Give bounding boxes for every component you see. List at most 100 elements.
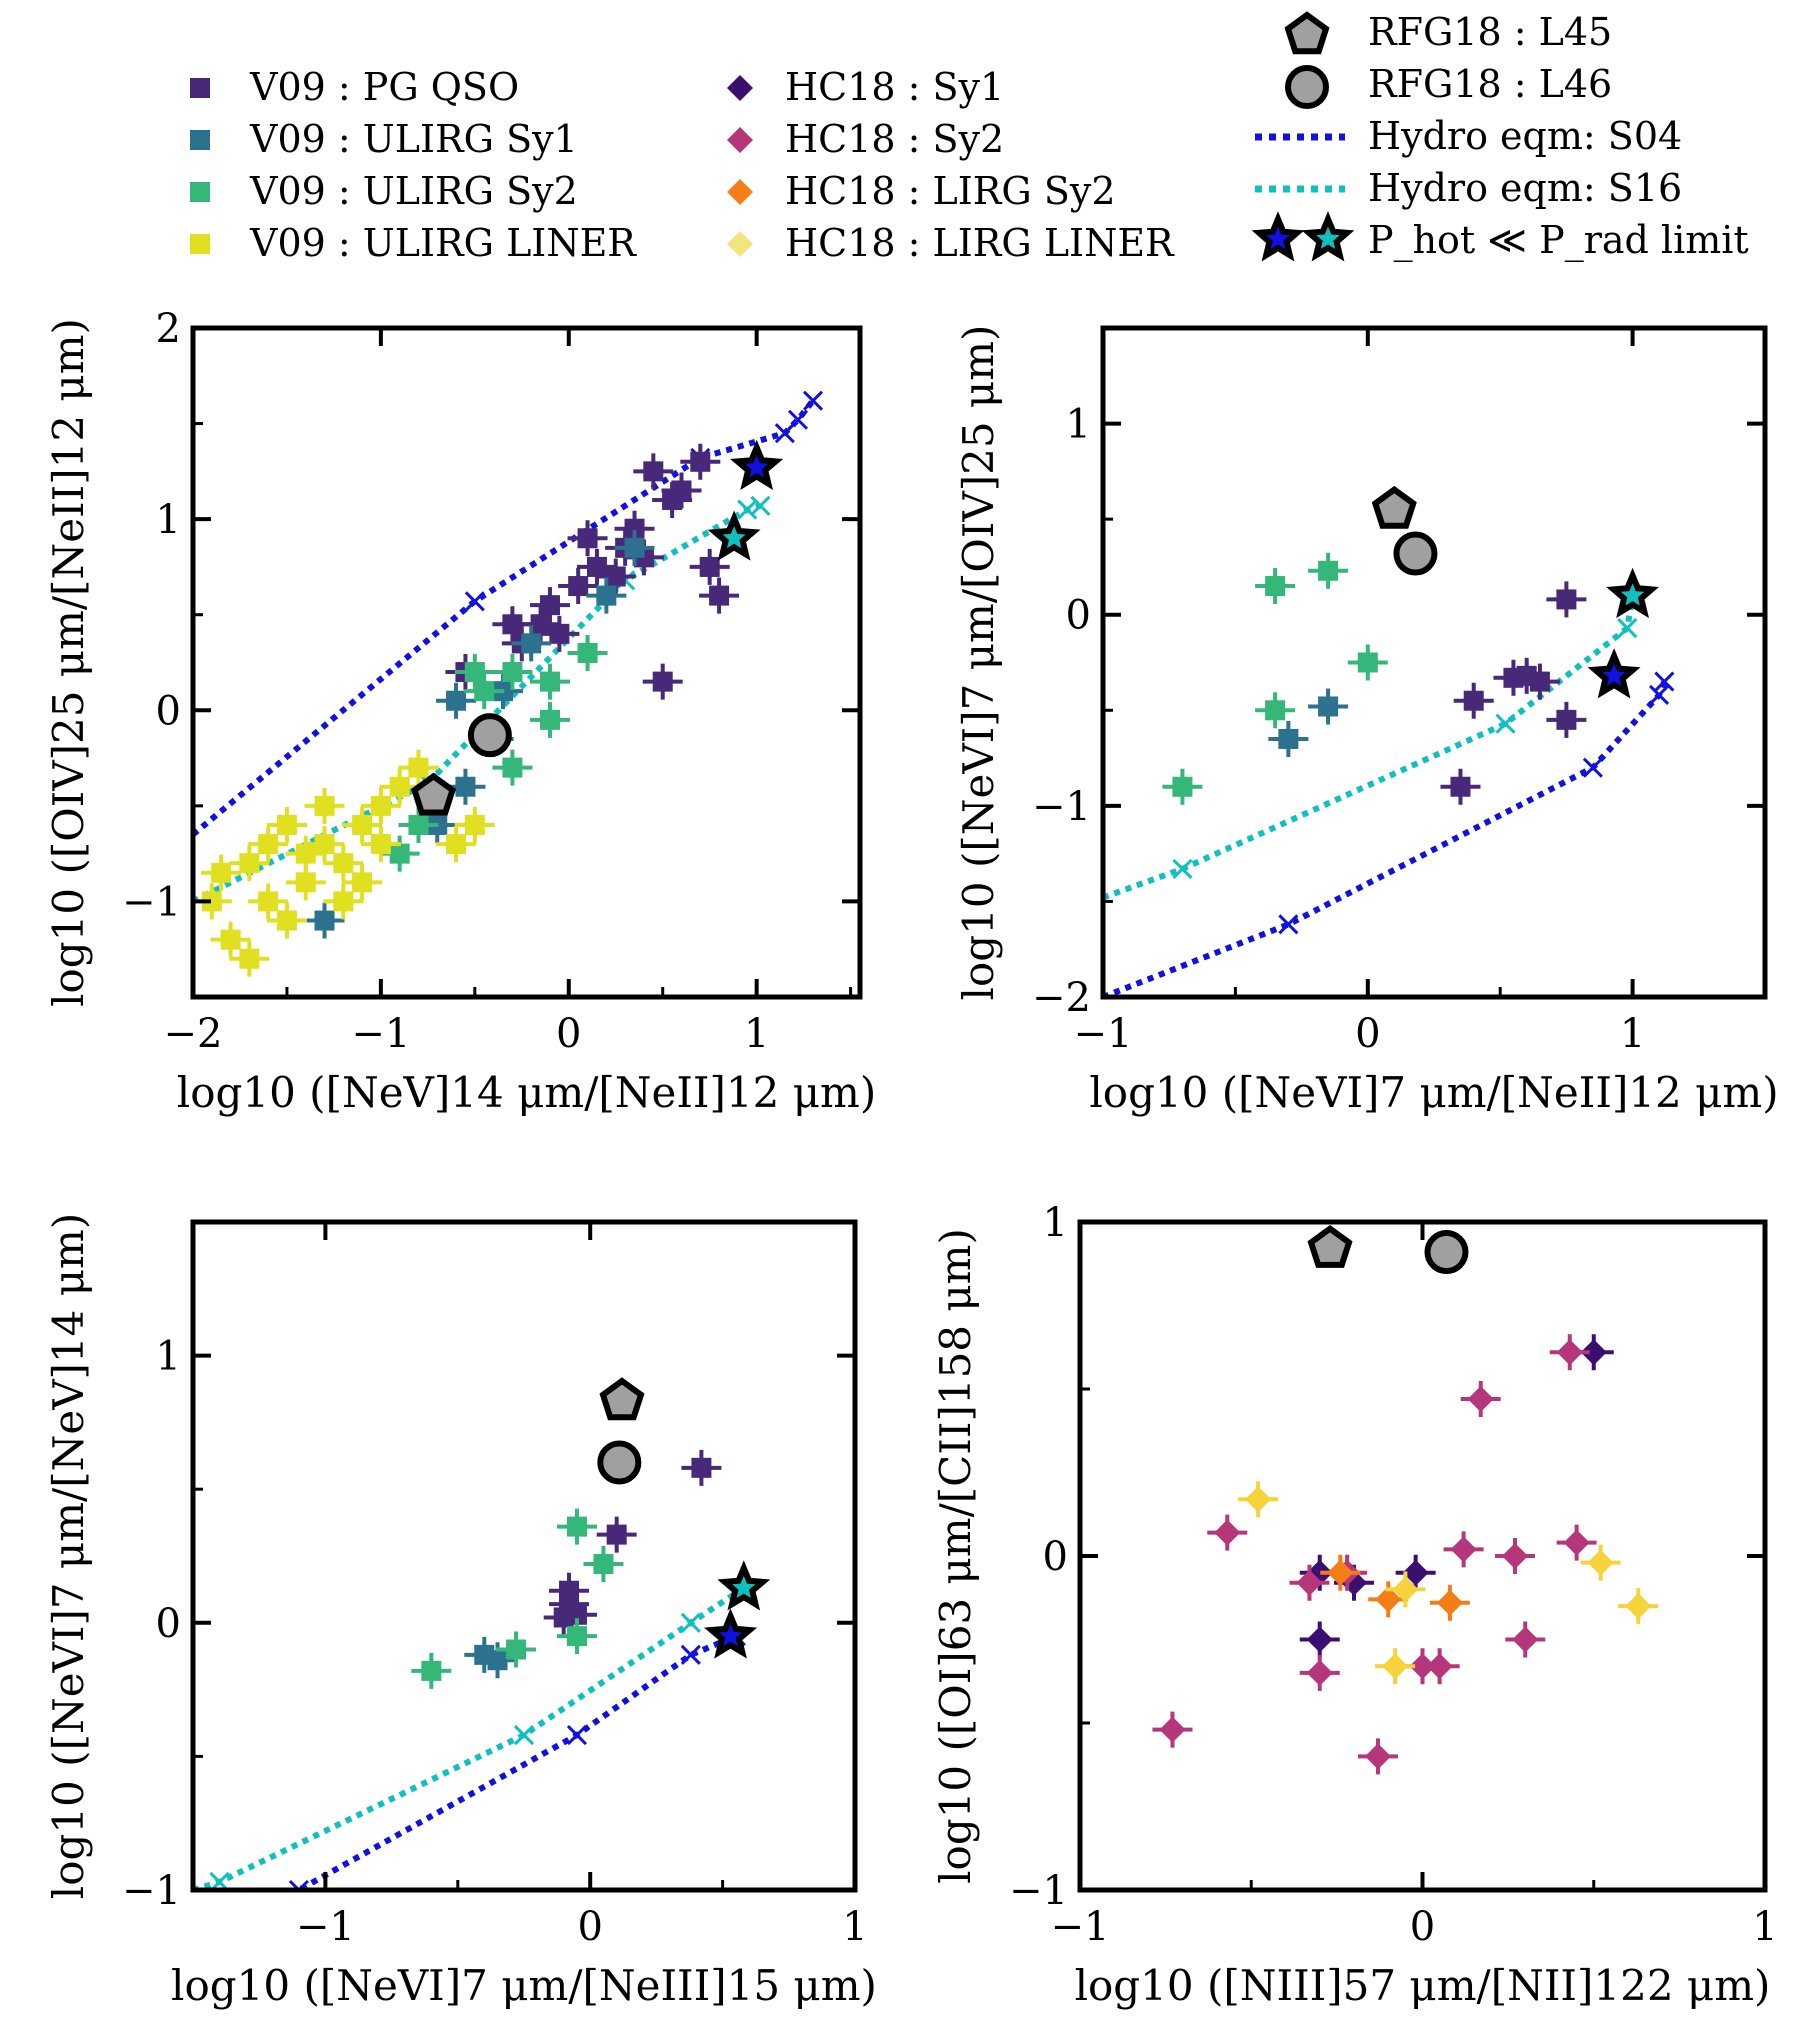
data-point bbox=[566, 1626, 587, 1647]
data-point bbox=[568, 576, 589, 597]
data-point bbox=[1563, 1529, 1590, 1556]
legend-entry: HC18 : Sy1 bbox=[785, 65, 1004, 109]
hydro-model-point bbox=[737, 499, 758, 520]
limit-star-s04 bbox=[730, 439, 784, 491]
y-tick-label: 1 bbox=[1066, 402, 1091, 448]
data-point bbox=[1516, 665, 1537, 686]
data-point bbox=[389, 843, 410, 864]
data-point bbox=[1450, 776, 1471, 797]
legend-entry: V09 : ULIRG LINER bbox=[249, 221, 637, 265]
legend-entry: RFG18 : L45 bbox=[1368, 10, 1612, 54]
legend-marker bbox=[190, 182, 210, 202]
legend-entry: HC18 : LIRG LINER bbox=[785, 221, 1175, 265]
data-point bbox=[1450, 1536, 1477, 1563]
hydro-model-point bbox=[680, 1612, 701, 1633]
data-point bbox=[295, 872, 316, 893]
legend-marker bbox=[727, 127, 753, 153]
hydro-model-point bbox=[1172, 858, 1193, 879]
data-point bbox=[295, 843, 316, 864]
data-point bbox=[370, 795, 391, 816]
rfg18-l46-point bbox=[597, 1440, 642, 1485]
y-tick-label: −1 bbox=[122, 1868, 181, 1914]
data-point bbox=[593, 1554, 614, 1575]
hydro-model-point bbox=[464, 591, 485, 612]
data-point bbox=[1172, 776, 1193, 797]
legend-entry: RFG18 : L46 bbox=[1368, 62, 1612, 106]
data-point bbox=[455, 776, 476, 797]
legend-marker bbox=[727, 75, 753, 101]
hydro-model-point bbox=[1495, 713, 1516, 734]
data-point bbox=[502, 614, 523, 635]
data-point bbox=[671, 480, 692, 501]
x-tick-label: −1 bbox=[1074, 1011, 1133, 1057]
data-point bbox=[446, 834, 467, 855]
data-point bbox=[487, 1650, 508, 1671]
data-point bbox=[258, 891, 279, 912]
data-point bbox=[652, 671, 673, 692]
data-point bbox=[239, 948, 260, 969]
data-point bbox=[596, 585, 617, 606]
data-point bbox=[577, 528, 598, 549]
rfg18-l46-point bbox=[1424, 1230, 1469, 1275]
data-point bbox=[1463, 690, 1484, 711]
x-axis-label: log10 ([NIII]57 μm/[NII]122 μm) bbox=[1075, 1961, 1771, 2010]
data-point bbox=[502, 662, 523, 683]
limit-star-s04 bbox=[704, 1608, 758, 1659]
data-point bbox=[370, 834, 391, 855]
data-point bbox=[389, 776, 410, 797]
data-point bbox=[624, 537, 645, 558]
x-tick-label: 1 bbox=[744, 1011, 769, 1057]
data-point bbox=[474, 681, 495, 702]
data-point bbox=[333, 891, 354, 912]
data-point bbox=[1278, 728, 1299, 749]
data-point bbox=[1357, 652, 1378, 673]
legend-marker bbox=[727, 179, 753, 205]
panel-4: −1 0 1 −1 0 1 log10 ([NIII]57 μm/[NII]122 μm) l… bbox=[931, 1200, 1778, 2010]
legend-entry: HC18 : Sy2 bbox=[785, 117, 1004, 161]
hydro-model-point bbox=[1654, 671, 1675, 692]
axes-frame bbox=[190, 1219, 858, 1893]
y-tick-label: −2 bbox=[1032, 975, 1091, 1021]
data-point bbox=[464, 814, 485, 835]
data-point bbox=[258, 834, 279, 855]
axes-frame bbox=[1077, 1219, 1768, 1893]
x-tick-label: 0 bbox=[1355, 1011, 1380, 1057]
data-point bbox=[502, 757, 523, 778]
data-point bbox=[1382, 1653, 1409, 1680]
rfg18-l45-point bbox=[410, 772, 457, 816]
legend-entry: V09 : ULIRG Sy2 bbox=[249, 169, 578, 213]
data-point bbox=[211, 862, 232, 883]
x-tick-label: 1 bbox=[1752, 1904, 1777, 1950]
data-point bbox=[606, 1524, 627, 1545]
panel-3: −1 0 1 −1 0 1 log10 ([NeVI]7 μm/[NeIII]15 μm) l… bbox=[44, 1213, 877, 2010]
data-point bbox=[1436, 1589, 1463, 1616]
data-point bbox=[333, 853, 354, 874]
data-point bbox=[559, 1594, 580, 1615]
hydro-model-point bbox=[1278, 914, 1299, 935]
x-tick-label: 0 bbox=[577, 1904, 602, 1950]
limit-star-s16 bbox=[707, 510, 761, 561]
data-point bbox=[1556, 709, 1577, 730]
data-point bbox=[1364, 1743, 1391, 1770]
y-tick-label: 0 bbox=[1066, 593, 1091, 639]
plot-area bbox=[1152, 1224, 1659, 1775]
hydro-model-point bbox=[1582, 757, 1603, 778]
data-point bbox=[1587, 1549, 1614, 1576]
x-tick-label: 1 bbox=[842, 1904, 867, 1950]
data-point bbox=[624, 518, 645, 539]
x-tick-label: 1 bbox=[1620, 1011, 1645, 1057]
hydro-model-point bbox=[680, 1644, 701, 1665]
data-point bbox=[1625, 1593, 1652, 1620]
data-point bbox=[276, 910, 297, 931]
data-point bbox=[506, 1639, 527, 1660]
x-tick-label: −1 bbox=[296, 1904, 355, 1950]
data-point bbox=[691, 1457, 712, 1478]
data-point bbox=[1512, 1626, 1539, 1653]
panel-1: −2 −1 0 1 −1 0 1 2 log10 ([NeV]14 μm/[NeII]12 μm… bbox=[44, 306, 876, 1117]
hydro-s16-line bbox=[1103, 595, 1636, 901]
data-point bbox=[239, 853, 260, 874]
x-axis-label: log10 ([NeVI]7 μm/[NeIII]15 μm) bbox=[171, 1961, 877, 2010]
y-tick-label: 1 bbox=[1043, 1200, 1068, 1246]
data-point bbox=[1214, 1519, 1241, 1546]
data-point bbox=[352, 814, 373, 835]
